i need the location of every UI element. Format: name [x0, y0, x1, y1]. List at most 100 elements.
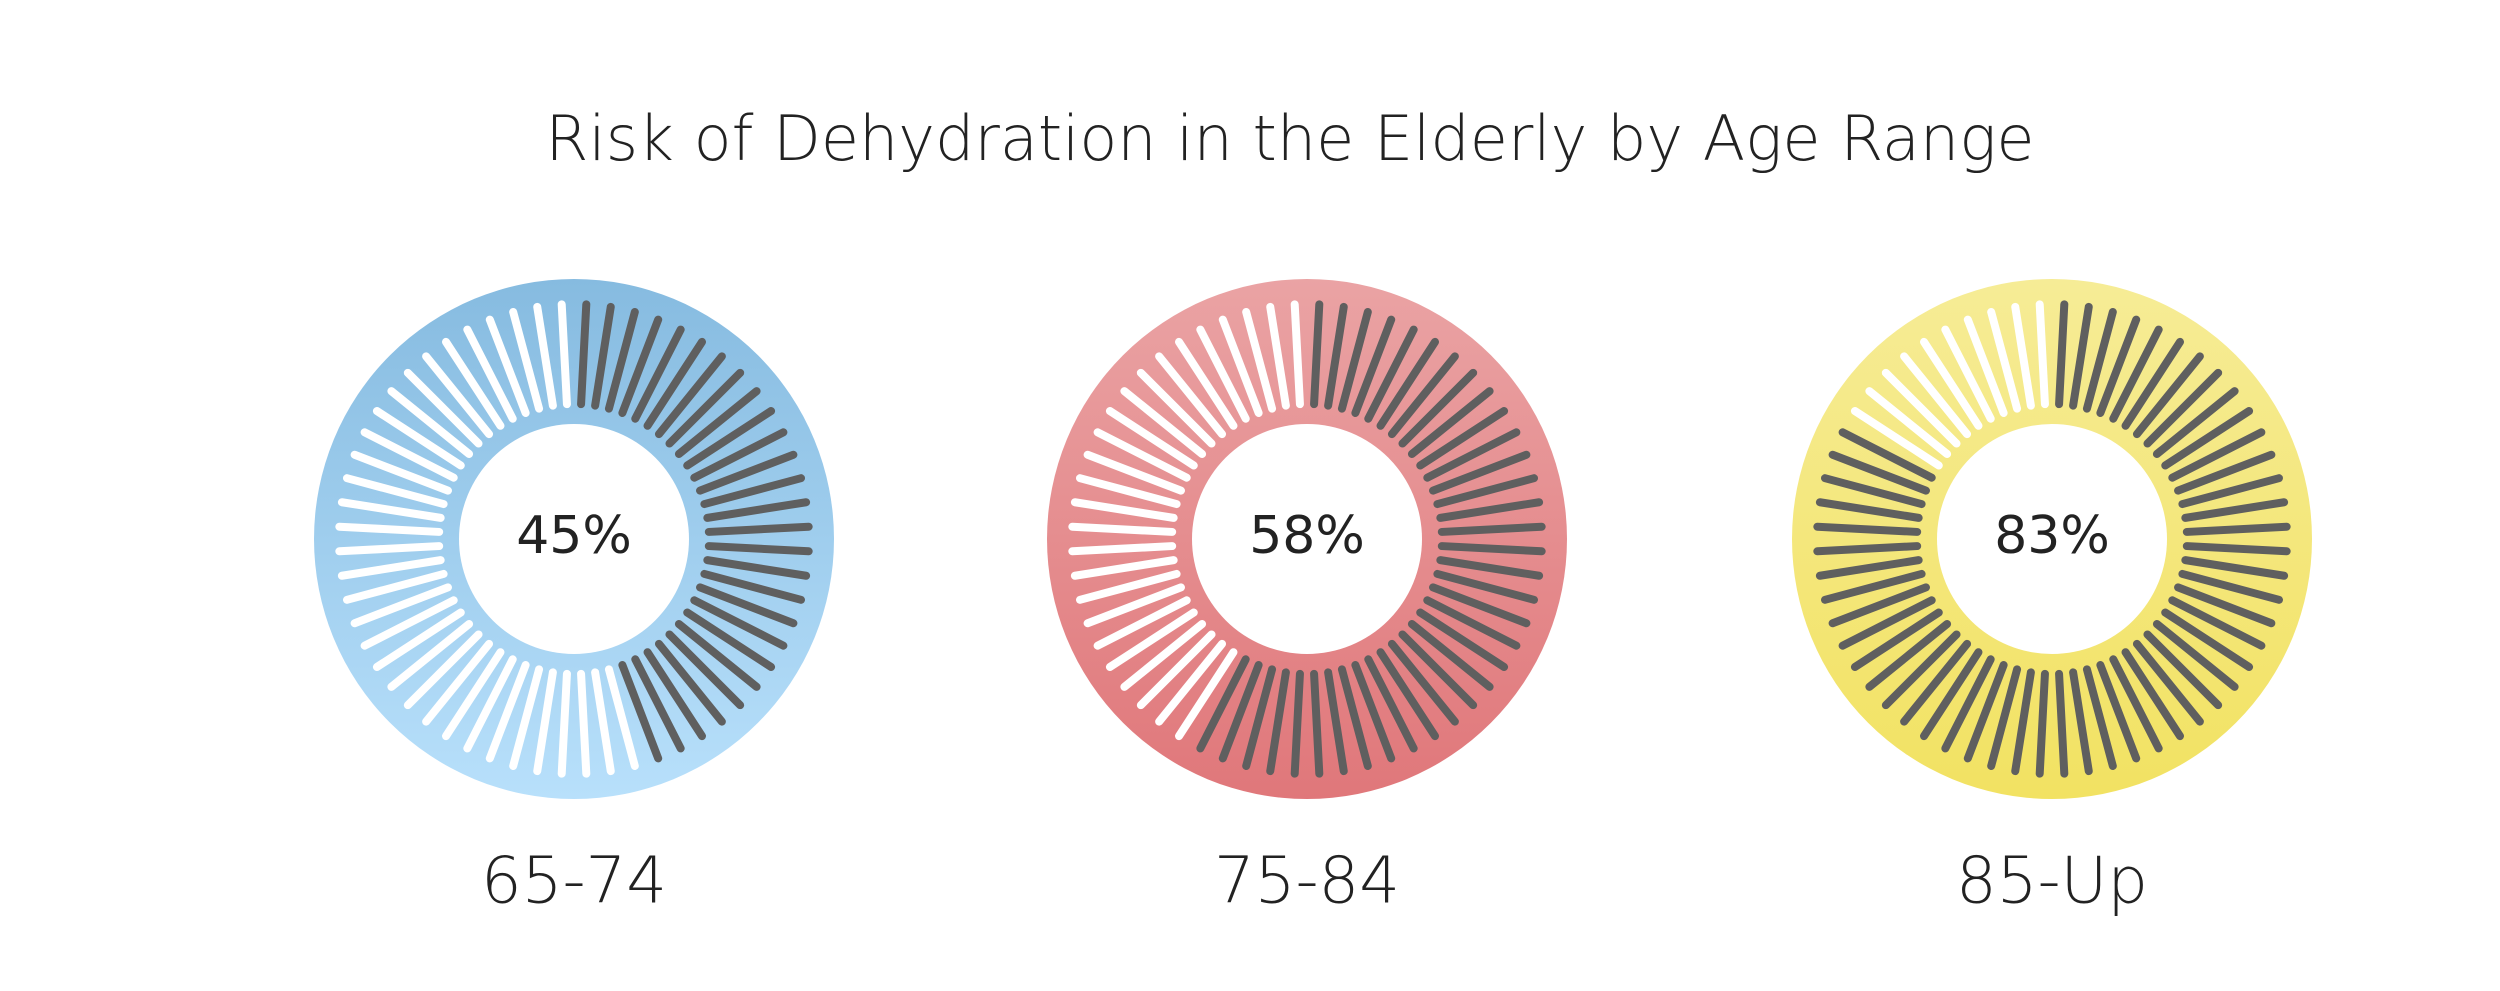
value-tick: [2168, 596, 2266, 650]
value-label: 83%: [1994, 506, 2110, 566]
value-tick: [1838, 428, 1936, 482]
gauge-ticks: [335, 300, 639, 778]
empty-tick: [1155, 352, 1227, 439]
value-tick: [1364, 655, 1418, 753]
empty-tick: [360, 596, 458, 650]
value-tick: [1838, 596, 1936, 650]
value-tick: [703, 556, 811, 580]
value-tick: [618, 661, 663, 763]
gauge-ticks: [1068, 300, 1304, 741]
value-tick: [1433, 569, 1538, 604]
empty-tick: [1218, 315, 1263, 417]
gauge-hole: [1192, 424, 1422, 654]
empty-tick: [403, 368, 483, 448]
value-tick: [1310, 300, 1324, 409]
empty-tick: [591, 668, 615, 776]
value-tick: [1963, 661, 2008, 763]
value-tick: [1813, 542, 1922, 556]
value-tick: [1398, 368, 1478, 448]
value-tick: [2161, 608, 2254, 671]
empty-tick: [1920, 337, 1983, 430]
value-tick: [1821, 474, 1926, 509]
value-tick: [1850, 608, 1943, 671]
empty-tick: [1083, 583, 1185, 628]
value-tick: [1407, 619, 1494, 691]
value-tick: [696, 583, 798, 628]
empty-tick: [1175, 337, 1238, 430]
empty-tick: [372, 407, 465, 470]
empty-tick: [1881, 368, 1961, 448]
empty-tick: [604, 665, 639, 770]
value-tick: [2096, 315, 2141, 417]
value-tick: [1881, 630, 1961, 710]
empty-tick: [509, 665, 544, 770]
value-tick: [2132, 639, 2204, 726]
value-tick: [2082, 308, 2117, 413]
empty-tick: [509, 308, 544, 413]
value-tick: [1900, 639, 1972, 726]
value-tick: [631, 325, 685, 423]
value-tick: [1242, 665, 1277, 770]
value-tick: [643, 337, 706, 430]
value-tick: [1416, 407, 1509, 470]
value-tick: [1310, 669, 1324, 778]
value-tick: [1398, 630, 1478, 710]
value-tick: [1337, 308, 1372, 413]
value-tick: [690, 428, 788, 482]
empty-tick: [1136, 630, 1216, 710]
value-tick: [1337, 665, 1372, 770]
empty-tick: [350, 450, 452, 495]
empty-tick: [1987, 308, 2022, 413]
value-tick: [618, 315, 663, 417]
value-tick: [1407, 387, 1494, 459]
value-tick: [643, 648, 706, 741]
empty-tick: [1105, 608, 1198, 671]
value-tick: [2152, 619, 2239, 691]
empty-tick: [533, 668, 557, 776]
value-tick: [665, 630, 745, 710]
empty-tick: [1155, 639, 1227, 726]
value-tick: [1437, 522, 1546, 536]
empty-tick: [1963, 315, 2008, 417]
value-tick: [1364, 325, 1418, 423]
value-tick: [2174, 583, 2276, 628]
value-tick: [1436, 498, 1544, 522]
empty-tick: [343, 474, 448, 509]
value-tick: [1290, 669, 1304, 778]
empty-tick: [1076, 474, 1181, 509]
value-tick: [1324, 302, 1348, 410]
value-tick: [1433, 474, 1538, 509]
empty-tick: [1076, 569, 1181, 604]
empty-tick: [1093, 596, 1191, 650]
empty-tick: [1070, 556, 1178, 580]
value-tick: [2143, 368, 2223, 448]
empty-tick: [533, 302, 557, 410]
value-tick: [1821, 569, 1926, 604]
value-tick: [1429, 450, 1531, 495]
value-tick: [665, 368, 745, 448]
value-tick: [1941, 655, 1995, 753]
value-tick: [1324, 668, 1348, 776]
value-tick: [604, 308, 639, 413]
empty-tick: [1070, 498, 1178, 522]
value-tick: [700, 474, 805, 509]
empty-tick: [1900, 352, 1972, 439]
value-tick: [1828, 450, 1930, 495]
empty-tick: [1120, 387, 1207, 459]
empty-tick: [1083, 450, 1185, 495]
value-tick: [704, 542, 813, 556]
category-label: 75-84: [1214, 845, 1400, 919]
value-tick: [1266, 668, 1290, 776]
value-tick: [591, 302, 615, 410]
empty-tick: [2035, 300, 2049, 409]
category-label: 85-Up: [1956, 845, 2148, 919]
empty-tick: [387, 619, 474, 691]
empty-tick: [360, 428, 458, 482]
value-tick: [2174, 450, 2276, 495]
value-tick: [2132, 352, 2204, 439]
value-tick: [1429, 583, 1531, 628]
value-tick: [631, 655, 685, 753]
category-label: 65-74: [481, 845, 667, 919]
value-tick: [577, 300, 591, 409]
empty-tick: [1175, 648, 1238, 741]
